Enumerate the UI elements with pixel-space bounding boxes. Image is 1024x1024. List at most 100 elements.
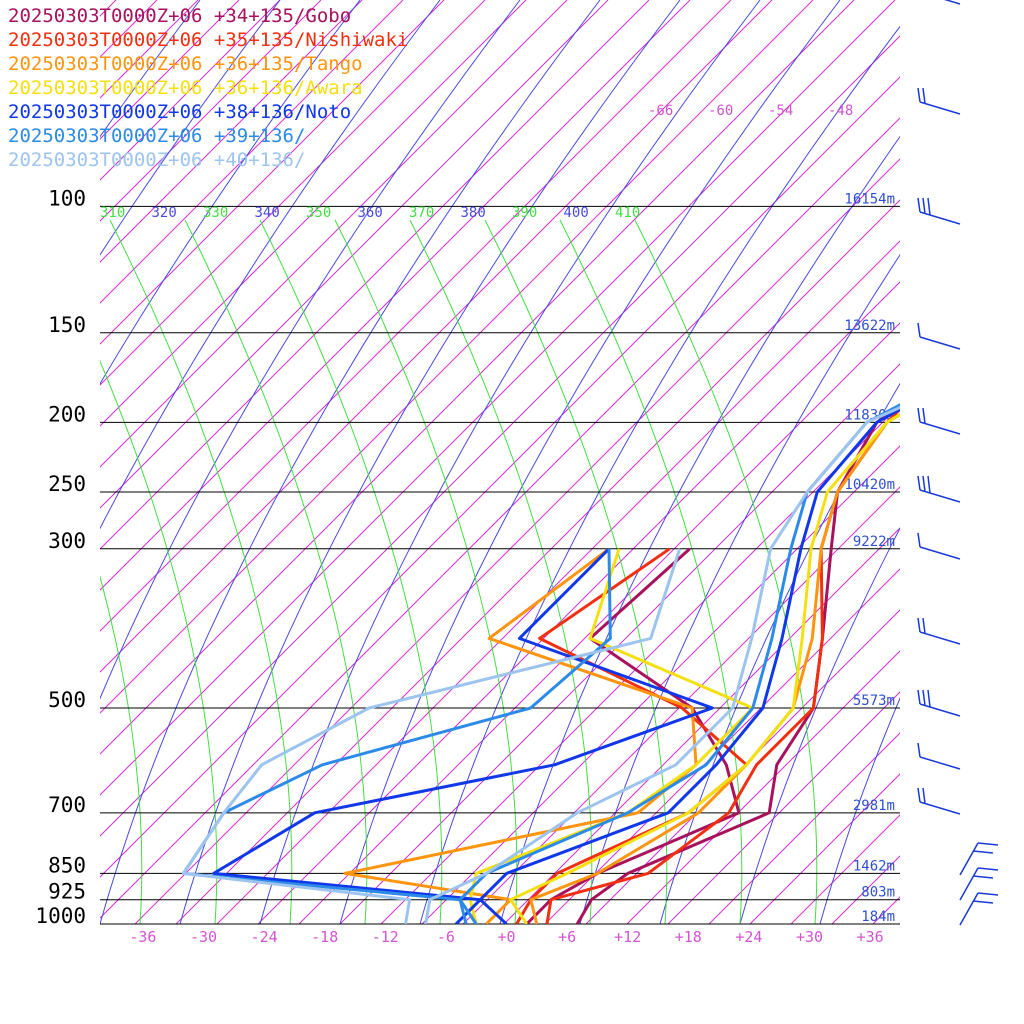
isotherm-line bbox=[100, 0, 773, 673]
dry-adiabat bbox=[739, 527, 900, 924]
moist-adiabat bbox=[334, 219, 518, 924]
theta-label: 320 bbox=[152, 205, 177, 221]
isotherm-line bbox=[100, 0, 691, 591]
height-label-150: 13622m bbox=[844, 318, 895, 334]
isotherm-line bbox=[996, 0, 1024, 924]
legend-entry-3: 20250303T0000Z+06 +36+136/Awara bbox=[8, 77, 363, 99]
temperature-line-6 bbox=[424, 405, 900, 924]
x-tick-label: +30 bbox=[796, 928, 823, 946]
height-label-300: 9222m bbox=[853, 534, 895, 550]
legend-entry-1: 20250303T0000Z+06 +35+135/Nishiwaki bbox=[8, 29, 408, 51]
x-tick-label: +24 bbox=[735, 928, 762, 946]
x-tick-label: +12 bbox=[614, 928, 641, 946]
theta-label: 360 bbox=[358, 205, 383, 221]
isotherm-line bbox=[544, 568, 900, 924]
dry-adiabat bbox=[819, 697, 900, 924]
dry-adiabat bbox=[899, 922, 900, 924]
height-label-1000: 184m bbox=[861, 909, 895, 925]
moist-adiabat bbox=[100, 575, 143, 924]
wind-barbs bbox=[917, 0, 999, 926]
isotherm-line bbox=[667, 691, 900, 924]
mixing-label: -48 bbox=[828, 103, 853, 119]
isotherm-line bbox=[100, 0, 404, 304]
wind-barb bbox=[917, 87, 961, 115]
dry-adiabat bbox=[419, 25, 900, 924]
wind-barb bbox=[917, 787, 961, 815]
isotherm-line bbox=[100, 0, 568, 468]
theta-label: 330 bbox=[203, 205, 228, 221]
isotherm-line bbox=[914, 0, 1024, 924]
theta-label: 340 bbox=[255, 205, 280, 221]
isotherm-line bbox=[749, 773, 900, 924]
isotherm-line bbox=[100, 0, 486, 386]
isotherm-line bbox=[462, 486, 900, 924]
x-tick-label: -12 bbox=[372, 928, 399, 946]
dewpoint-line-5 bbox=[181, 548, 612, 924]
isotherm-line bbox=[175, 199, 900, 924]
theta-label: 390 bbox=[512, 205, 537, 221]
temperature-line-2 bbox=[529, 412, 900, 924]
isotherm-line bbox=[257, 281, 900, 924]
x-tick-label: +0 bbox=[497, 928, 515, 946]
isotherm-line bbox=[831, 855, 900, 924]
legend-entry-5: 20250303T0000Z+06 +39+136/ bbox=[8, 125, 305, 147]
mixing-label: -66 bbox=[648, 103, 673, 119]
theta-label: 380 bbox=[461, 205, 486, 221]
pressure-label-150: 150 bbox=[48, 313, 86, 337]
wind-barb bbox=[917, 742, 961, 770]
height-label-925: 803m bbox=[861, 885, 895, 901]
legend: 20250303T0000Z+06 +34+135/Gobo20250303T0… bbox=[8, 5, 408, 171]
mixing-label: -54 bbox=[768, 103, 793, 119]
dry-adiabat bbox=[179, 0, 681, 924]
isotherm-line bbox=[100, 0, 445, 345]
isotherm-line bbox=[955, 0, 1024, 924]
isotherm-line bbox=[100, 0, 281, 181]
theta-label: 350 bbox=[306, 205, 331, 221]
isotherm-line bbox=[100, 0, 896, 796]
legend-entry-0: 20250303T0000Z+06 +34+135/Gobo bbox=[8, 5, 351, 27]
moist-adiabat bbox=[259, 219, 443, 924]
isotherm-line bbox=[100, 76, 900, 878]
theta-label: 410 bbox=[615, 205, 640, 221]
pressure-label-1000: 1000 bbox=[35, 904, 86, 928]
pressure-label-850: 850 bbox=[48, 853, 86, 877]
pressure-label-700: 700 bbox=[48, 793, 86, 817]
x-tick-label: -36 bbox=[129, 928, 156, 946]
legend-entry-4: 20250303T0000Z+06 +38+136/Noto bbox=[8, 101, 351, 123]
height-label-250: 10420m bbox=[844, 477, 895, 493]
wind-barb bbox=[959, 842, 999, 876]
pressure-label-925: 925 bbox=[48, 880, 86, 904]
isotherm-line bbox=[585, 609, 900, 924]
moist-adiabat bbox=[184, 219, 368, 924]
theta-label: 310 bbox=[100, 205, 125, 221]
theta-labels: 310 320 330 340 350 360 370 380 390 400 410 bbox=[100, 205, 640, 221]
x-tick-label: -24 bbox=[251, 928, 278, 946]
pressure-label-100: 100 bbox=[48, 186, 86, 210]
x-axis-ticks: -36 -30 -24 -18 -12 -6 +0 +6 +12 +18 +24 +30 +36 bbox=[129, 928, 883, 946]
pressure-label-500: 500 bbox=[48, 688, 86, 712]
pressure-label-250: 250 bbox=[48, 472, 86, 496]
isotherm-line bbox=[100, 0, 363, 263]
dewpoint-line-3 bbox=[468, 548, 755, 924]
wind-barb bbox=[959, 867, 999, 901]
isotherm-line bbox=[100, 117, 900, 919]
height-label-100: 16154m bbox=[844, 191, 895, 207]
height-label-500: 5573m bbox=[853, 693, 895, 709]
wind-barb bbox=[917, 197, 961, 225]
isotherm-line bbox=[626, 650, 900, 924]
x-tick-label: -30 bbox=[190, 928, 217, 946]
series-lines bbox=[181, 403, 900, 924]
legend-entry-6: 20250303T0000Z+06 +40+136/ bbox=[8, 149, 305, 171]
moist-adiabat bbox=[100, 359, 218, 924]
height-label-700: 2981m bbox=[853, 798, 895, 814]
moist-adiabat bbox=[409, 219, 593, 924]
wind-barb bbox=[944, 0, 961, 5]
dry-adiabat bbox=[259, 0, 761, 924]
isotherm-line bbox=[790, 814, 900, 924]
wind-barb bbox=[959, 892, 999, 926]
isotherm-line bbox=[100, 0, 814, 714]
isotherm-line bbox=[421, 445, 900, 924]
isotherm-line bbox=[380, 404, 900, 924]
wind-barb bbox=[917, 689, 961, 717]
